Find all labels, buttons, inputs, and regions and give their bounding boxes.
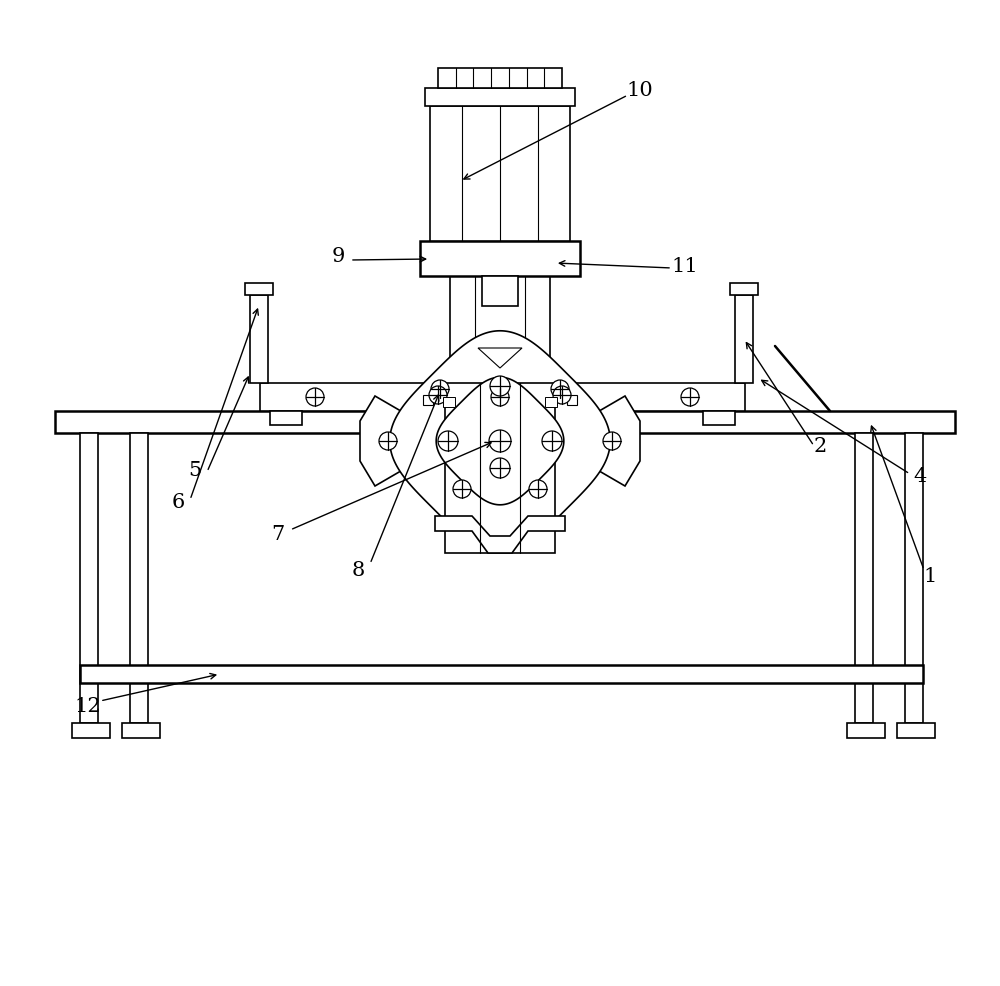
Text: 11: 11 [672, 256, 698, 275]
Polygon shape [478, 348, 522, 368]
Bar [703, 411, 735, 425]
Text: 1: 1 [923, 567, 937, 586]
Circle shape [379, 432, 397, 450]
Text: 2: 2 [813, 437, 827, 456]
Text: 12: 12 [75, 696, 101, 716]
Bar [55, 411, 955, 433]
Text: 8: 8 [351, 561, 365, 581]
Circle shape [603, 432, 621, 450]
Circle shape [490, 376, 510, 396]
Bar [430, 106, 570, 241]
Bar [445, 383, 555, 553]
Bar [567, 395, 577, 405]
Polygon shape [360, 396, 418, 486]
Bar [545, 397, 557, 407]
Text: 6: 6 [171, 494, 185, 513]
Bar [443, 397, 455, 407]
Text: 9: 9 [331, 246, 345, 265]
Circle shape [429, 386, 447, 404]
Text: 4: 4 [913, 466, 927, 485]
Bar [245, 283, 273, 295]
Circle shape [438, 431, 458, 451]
Bar [270, 411, 302, 425]
Bar [735, 295, 753, 383]
Bar [122, 723, 160, 738]
Bar [80, 665, 923, 683]
Bar [72, 723, 110, 738]
Text: 10: 10 [627, 82, 653, 101]
Circle shape [306, 388, 324, 406]
Bar [425, 88, 575, 106]
Circle shape [453, 480, 471, 498]
Circle shape [681, 388, 699, 406]
Polygon shape [435, 516, 565, 553]
Bar [80, 433, 98, 723]
Circle shape [490, 458, 510, 478]
Text: 5: 5 [188, 460, 202, 479]
Circle shape [431, 380, 449, 398]
Circle shape [551, 380, 569, 398]
Bar [482, 276, 518, 306]
Polygon shape [582, 396, 640, 486]
Bar [905, 433, 923, 723]
Bar [855, 433, 873, 723]
Circle shape [491, 388, 509, 406]
Bar [847, 723, 885, 738]
Bar [423, 395, 433, 405]
Bar [260, 383, 745, 411]
Polygon shape [436, 378, 564, 505]
Bar [420, 241, 580, 276]
Circle shape [542, 431, 562, 451]
Bar [450, 276, 550, 383]
Polygon shape [390, 330, 610, 551]
Bar [897, 723, 935, 738]
Circle shape [529, 480, 547, 498]
Bar [130, 433, 148, 723]
Bar [730, 283, 758, 295]
Circle shape [553, 386, 571, 404]
Bar [250, 295, 268, 383]
Circle shape [489, 430, 511, 452]
Bar [438, 68, 562, 88]
Text: 7: 7 [271, 525, 285, 543]
